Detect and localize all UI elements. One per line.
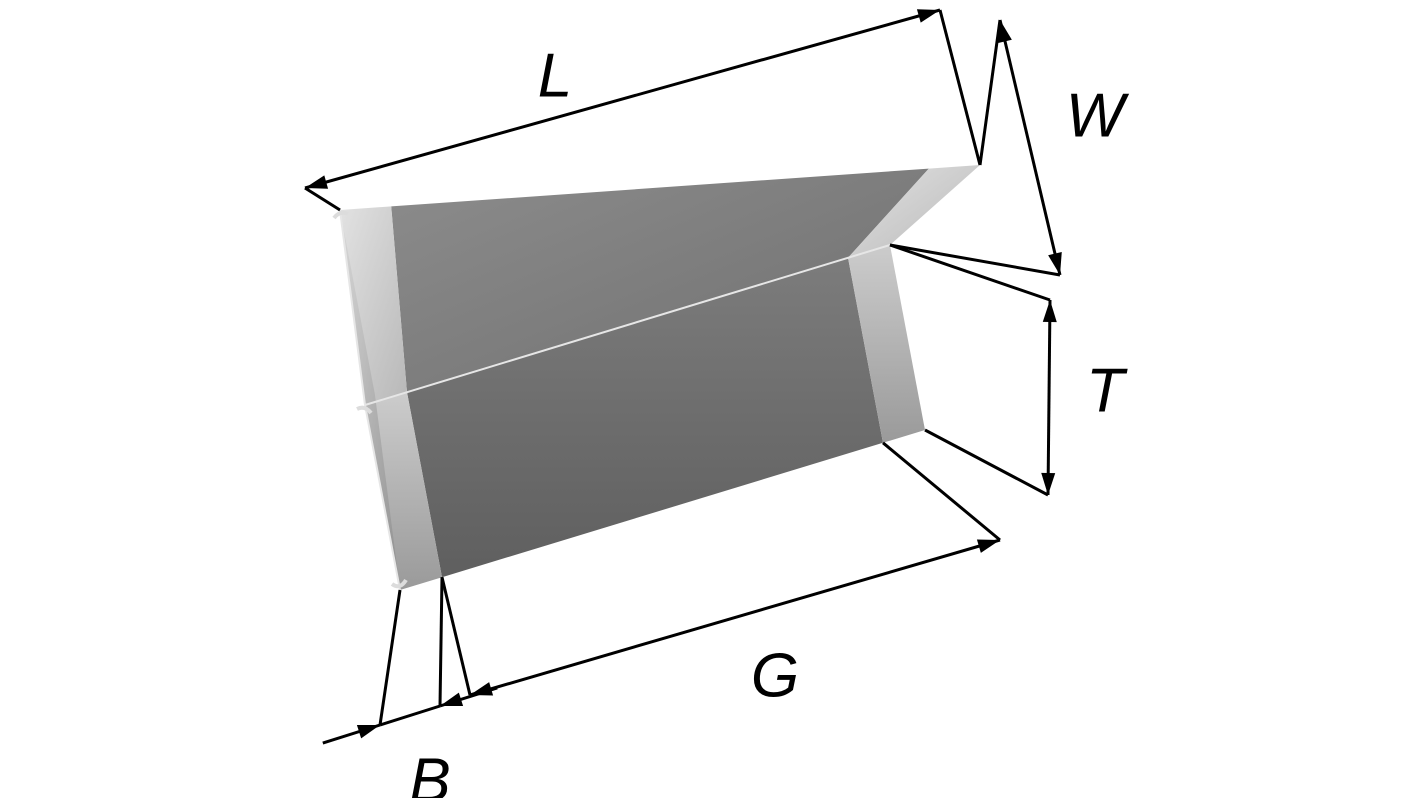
dimension-thickness-label: T — [1086, 356, 1128, 425]
dimension-gap-label: G — [751, 641, 799, 710]
dimension-width-label: W — [1066, 81, 1130, 150]
dimension-gap-line — [470, 540, 1000, 695]
dimension-thickness-line — [1048, 300, 1050, 495]
dimension-band-label: B — [409, 746, 450, 798]
dimension-length-label: L — [538, 41, 572, 110]
dimension-width-line — [1000, 20, 1060, 275]
dimension-length-line — [305, 10, 940, 188]
dimension-band-line — [380, 706, 440, 725]
